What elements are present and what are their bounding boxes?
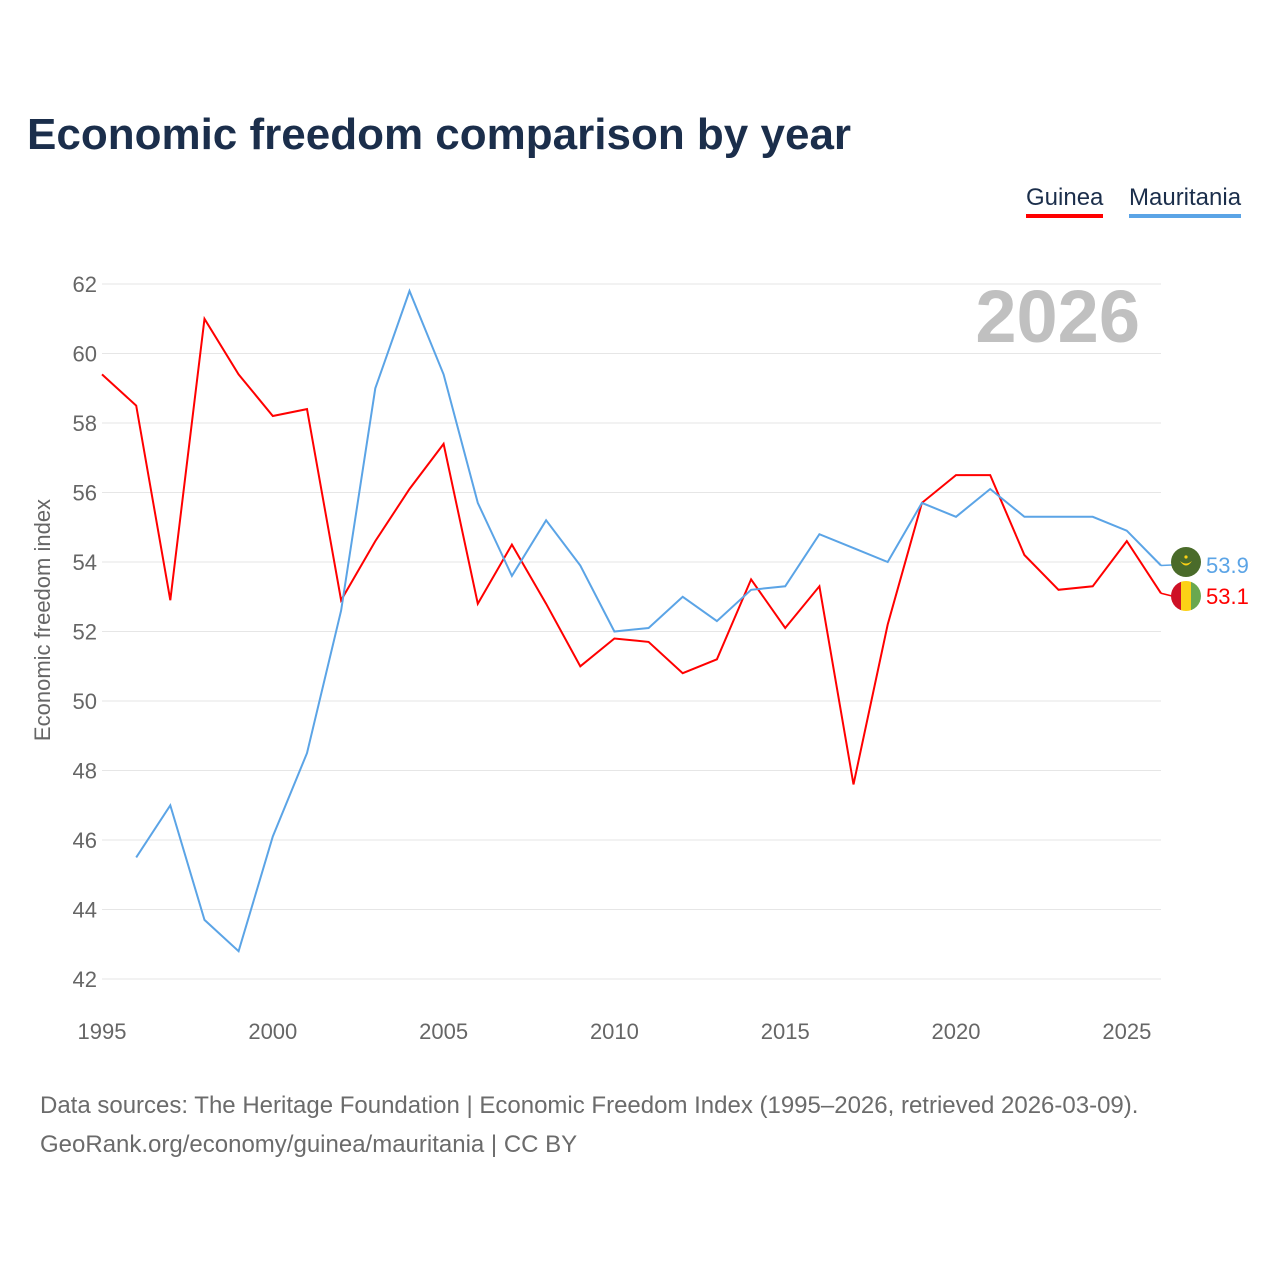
x-tick-label: 2015	[761, 1019, 810, 1044]
series-line-mauritania	[135, 288, 1162, 954]
y-tick-label: 58	[73, 411, 97, 436]
y-tick-label: 42	[73, 967, 97, 992]
x-tick-label: 2010	[590, 1019, 639, 1044]
x-tick-label: 2005	[419, 1019, 468, 1044]
y-tick-label: 54	[73, 550, 97, 575]
end-connector	[1160, 592, 1173, 597]
x-tick-label: 2000	[248, 1019, 297, 1044]
y-tick-label: 60	[73, 342, 97, 367]
y-tick-label: 50	[73, 689, 97, 714]
y-tick-label: 46	[73, 828, 97, 853]
y-tick-label: 52	[73, 620, 97, 645]
guinea-flag-icon	[1171, 581, 1201, 611]
star-icon	[1184, 555, 1188, 559]
series-line-guinea	[101, 315, 1162, 785]
flag-stripe	[1191, 581, 1201, 611]
chart-title: Economic freedom comparison by year	[27, 110, 852, 159]
y-axis-label: Economic freedom index	[30, 499, 55, 741]
flag-stripe	[1171, 581, 1182, 611]
legend-item-mauritania[interactable]: Mauritania	[1129, 184, 1242, 218]
x-tick-label: 2020	[932, 1019, 981, 1044]
crescent-icon	[1180, 561, 1192, 566]
y-tick-label: 56	[73, 481, 97, 506]
flag-stripe	[1181, 581, 1192, 611]
legend-item-guinea[interactable]: Guinea	[1026, 184, 1104, 218]
end-value-label: 53.1	[1206, 584, 1249, 609]
x-tick-label: 2025	[1102, 1019, 1151, 1044]
y-tick-label: 62	[73, 272, 97, 297]
mauritania-flag-icon	[1171, 547, 1201, 577]
y-tick-label: 48	[73, 759, 97, 784]
year-watermark: 2026	[975, 275, 1140, 358]
source-line: Data sources: The Heritage Foundation | …	[40, 1092, 1139, 1119]
x-tick-label: 1995	[78, 1019, 127, 1044]
end-value-label: 53.9	[1206, 553, 1249, 578]
source-link[interactable]: GeoRank.org/economy/guinea/mauritania | …	[40, 1131, 578, 1158]
y-tick-label: 44	[73, 898, 97, 923]
source-note: Data sources: The Heritage Foundation | …	[40, 1086, 1138, 1164]
